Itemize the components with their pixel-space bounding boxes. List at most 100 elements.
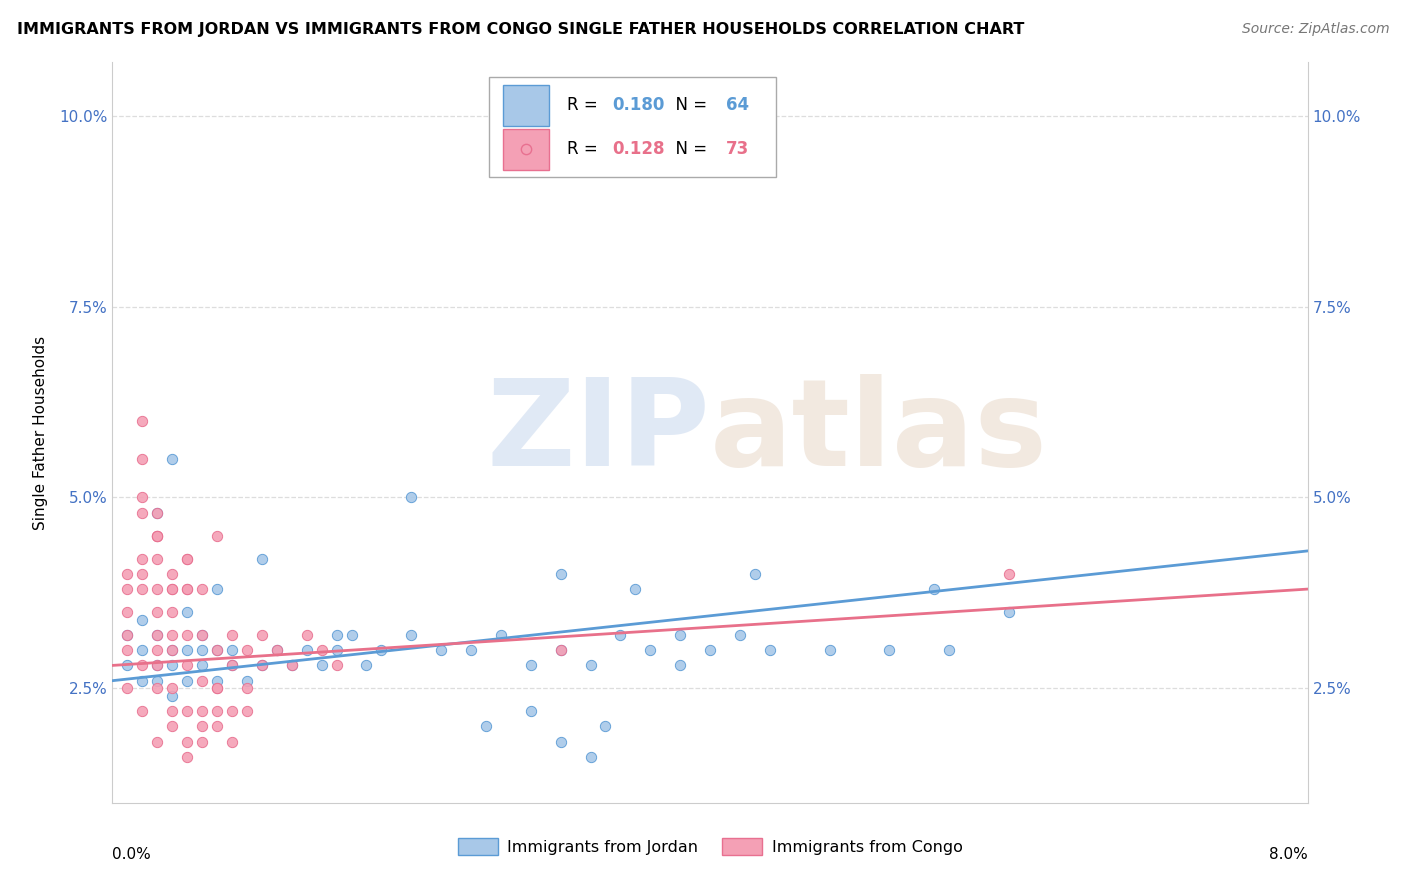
Text: N =: N = bbox=[665, 96, 711, 114]
Point bbox=[176, 582, 198, 596]
Point bbox=[162, 605, 183, 619]
Point bbox=[191, 582, 214, 596]
Point bbox=[162, 582, 183, 596]
Point bbox=[311, 658, 333, 673]
Point bbox=[250, 628, 273, 642]
Point bbox=[191, 628, 214, 642]
Point bbox=[162, 689, 183, 703]
Point bbox=[117, 658, 139, 673]
Point bbox=[205, 643, 228, 657]
Point bbox=[131, 566, 153, 581]
Point bbox=[236, 704, 259, 718]
Point bbox=[609, 628, 631, 642]
Point bbox=[131, 414, 153, 428]
Text: atlas: atlas bbox=[710, 374, 1047, 491]
Point bbox=[146, 658, 169, 673]
Point bbox=[162, 582, 183, 596]
Point bbox=[640, 643, 662, 657]
Point bbox=[221, 643, 243, 657]
Point bbox=[669, 658, 692, 673]
Point bbox=[221, 628, 243, 642]
Point bbox=[295, 628, 318, 642]
Point bbox=[579, 750, 602, 764]
Point bbox=[998, 605, 1021, 619]
Point bbox=[401, 491, 423, 505]
Point bbox=[176, 582, 198, 596]
Point bbox=[325, 658, 347, 673]
Point bbox=[550, 566, 572, 581]
Point bbox=[146, 658, 169, 673]
Point bbox=[311, 643, 333, 657]
Point bbox=[250, 658, 273, 673]
Text: R =: R = bbox=[567, 96, 603, 114]
Point bbox=[205, 643, 228, 657]
Text: 8.0%: 8.0% bbox=[1268, 847, 1308, 863]
Point bbox=[325, 643, 347, 657]
Point bbox=[205, 529, 228, 543]
Point bbox=[131, 506, 153, 520]
Point bbox=[191, 628, 214, 642]
Point bbox=[176, 605, 198, 619]
Text: 0.0%: 0.0% bbox=[112, 847, 152, 863]
Point bbox=[191, 673, 214, 688]
Point bbox=[356, 658, 378, 673]
Point bbox=[340, 628, 363, 642]
Point bbox=[221, 658, 243, 673]
Point bbox=[624, 582, 647, 596]
Point bbox=[176, 551, 198, 566]
Point bbox=[550, 643, 572, 657]
Point bbox=[266, 643, 288, 657]
FancyBboxPatch shape bbox=[503, 85, 548, 126]
Point bbox=[236, 681, 259, 696]
Point bbox=[176, 673, 198, 688]
Text: 73: 73 bbox=[725, 140, 749, 158]
Point bbox=[205, 582, 228, 596]
Point bbox=[191, 719, 214, 733]
Point bbox=[325, 628, 347, 642]
Point bbox=[475, 719, 498, 733]
Point bbox=[131, 491, 153, 505]
Point bbox=[460, 643, 482, 657]
Point bbox=[176, 551, 198, 566]
Point bbox=[221, 704, 243, 718]
Point bbox=[176, 658, 198, 673]
Point bbox=[162, 452, 183, 467]
Point bbox=[117, 605, 139, 619]
Point bbox=[146, 628, 169, 642]
Point bbox=[117, 582, 139, 596]
Point bbox=[818, 643, 841, 657]
Text: N =: N = bbox=[665, 140, 711, 158]
Point bbox=[131, 673, 153, 688]
Point bbox=[117, 681, 139, 696]
Point bbox=[146, 529, 169, 543]
Point bbox=[176, 643, 198, 657]
Point bbox=[162, 643, 183, 657]
Point bbox=[922, 582, 945, 596]
Point bbox=[430, 643, 453, 657]
Point bbox=[146, 506, 169, 520]
Point bbox=[759, 643, 782, 657]
Point bbox=[550, 735, 572, 749]
Point bbox=[176, 750, 198, 764]
Point bbox=[250, 658, 273, 673]
Point bbox=[205, 681, 228, 696]
Point bbox=[162, 628, 183, 642]
Point bbox=[146, 605, 169, 619]
Text: 64: 64 bbox=[725, 96, 748, 114]
Point bbox=[550, 643, 572, 657]
Point bbox=[205, 704, 228, 718]
Point bbox=[176, 735, 198, 749]
Point bbox=[117, 566, 139, 581]
Point bbox=[117, 643, 139, 657]
Point bbox=[877, 643, 901, 657]
Point bbox=[146, 529, 169, 543]
Point bbox=[146, 735, 169, 749]
Point bbox=[176, 628, 198, 642]
Point bbox=[205, 673, 228, 688]
Point bbox=[236, 643, 259, 657]
Point bbox=[176, 704, 198, 718]
Point bbox=[744, 566, 766, 581]
Point bbox=[146, 628, 169, 642]
Point bbox=[131, 551, 153, 566]
Point bbox=[131, 452, 153, 467]
